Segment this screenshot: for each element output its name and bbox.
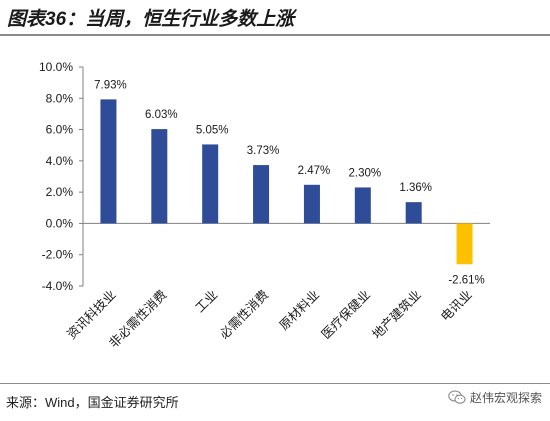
y-tick-label: 4.0%: [46, 154, 74, 168]
footer-divider: [0, 383, 550, 384]
x-tick-label: 电讯业: [438, 287, 475, 324]
y-tick-label: 8.0%: [46, 91, 74, 105]
source-note: 来源：Wind，国金证券研究所: [6, 395, 179, 410]
watermark-text: 赵伟宏观探索: [469, 391, 542, 405]
y-tick-label: 0.0%: [46, 216, 74, 230]
bar: [456, 223, 473, 265]
bar-chart: 10.0% 8.0% 6.0% 4.0% 2.0% 0.0% -2.0% -4.0% 7.93%…: [39, 60, 490, 351]
bar: [354, 187, 371, 224]
bar: [100, 99, 117, 224]
x-tick-label: 工业: [192, 287, 220, 315]
y-tick-label: 10.0%: [39, 60, 73, 74]
data-label: 2.47%: [298, 165, 331, 177]
y-tick-label: -2.0%: [42, 248, 74, 262]
bar: [405, 202, 422, 224]
title-divider: [0, 34, 550, 36]
y-tick-label: 6.0%: [46, 123, 74, 137]
bar: [151, 129, 168, 224]
bar: [253, 165, 270, 224]
data-label: 3.73%: [247, 145, 280, 157]
watermark: 赵伟宏观探索: [448, 389, 542, 406]
x-tick-label: 原材料业: [276, 287, 322, 333]
wechat-icon: [448, 390, 466, 404]
y-tick-label: -4.0%: [42, 279, 74, 293]
data-label: -2.61%: [448, 274, 484, 286]
x-tick-label: 地产建筑业: [369, 287, 424, 342]
y-tick-label: 2.0%: [46, 185, 74, 199]
bar: [202, 144, 219, 224]
data-label: 6.03%: [145, 109, 178, 121]
x-tick-label: 资讯科技业: [64, 287, 119, 342]
x-tick-label: 必需性消费: [216, 287, 271, 342]
data-label: 5.05%: [196, 124, 229, 136]
bar: [303, 184, 320, 224]
figure-title: 图表36：当周，恒生行业多数上涨: [7, 9, 295, 30]
data-label: 7.93%: [94, 79, 127, 91]
x-tick-label: 医疗保健业: [318, 287, 373, 342]
data-label: 1.36%: [399, 182, 432, 194]
data-label: 2.30%: [349, 167, 382, 179]
